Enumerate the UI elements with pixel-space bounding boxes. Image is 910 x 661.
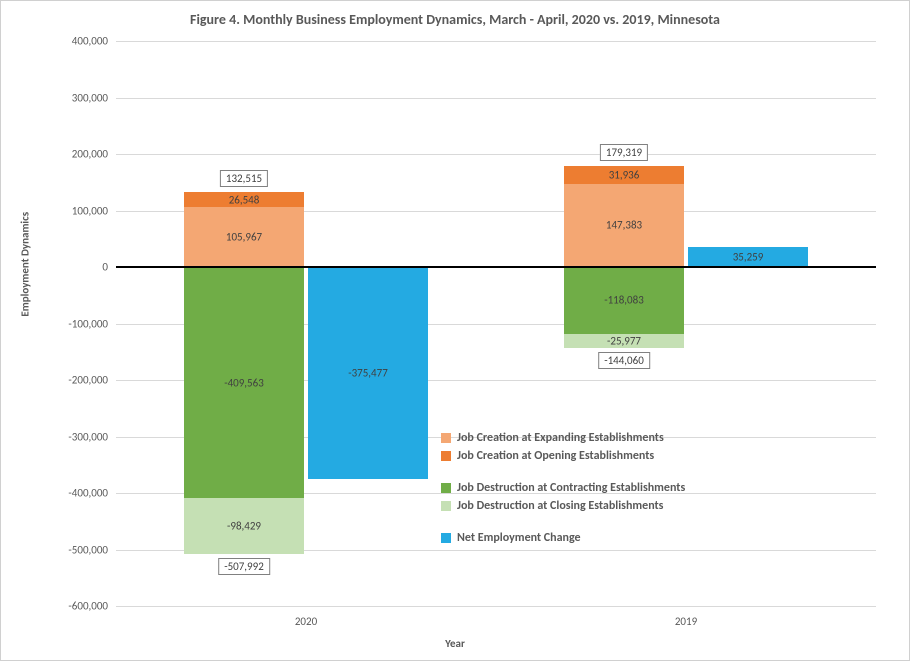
chart-container: Figure 4. Monthly Business Employment Dy…: [0, 0, 910, 661]
y-axis-title: Employment Dynamics: [19, 211, 32, 316]
gridline: [116, 41, 876, 42]
total-label-destruction: -144,060: [598, 352, 650, 369]
bar-label-closing: -25,977: [607, 335, 641, 348]
bar-label-opening: 26,548: [229, 193, 260, 206]
legend-item-opening: Job Creation at Opening Establishments: [441, 449, 664, 463]
bar-label-contracting: -118,083: [604, 294, 644, 307]
ytick-label: -500,000: [68, 543, 108, 556]
ytick-label: -200,000: [68, 374, 108, 387]
ytick-label: 300,000: [72, 91, 108, 104]
xtick-label: 2019: [675, 615, 697, 628]
legend-label: Job Creation at Opening Establishments: [457, 449, 654, 463]
legend-item-net: Net Employment Change: [441, 531, 581, 545]
legend-swatch: [441, 501, 451, 511]
ytick-label: 0: [102, 261, 108, 274]
legend-item-contracting: Job Destruction at Contracting Establish…: [441, 481, 685, 495]
legend-label: Job Destruction at Contracting Establish…: [457, 481, 685, 495]
legend-item-expanding: Job Creation at Expanding Establishments: [441, 431, 664, 445]
bar-label-net: 35,259: [733, 251, 764, 264]
chart-title: Figure 4. Monthly Business Employment Dy…: [1, 11, 909, 28]
ytick-label: -300,000: [68, 430, 108, 443]
ytick-label: 200,000: [72, 148, 108, 161]
ytick-label: 400,000: [72, 35, 108, 48]
legend-group: Net Employment Change: [441, 531, 581, 549]
total-label-destruction: -507,992: [218, 558, 270, 575]
gridline: [116, 98, 876, 99]
x-axis-title: Year: [1, 637, 909, 650]
plot-area: -600,000-500,000-400,000-300,000-200,000…: [116, 41, 876, 606]
bar-label-expanding: 147,383: [606, 219, 642, 232]
ytick-label: -600,000: [68, 600, 108, 613]
bar-label-net: -375,477: [348, 367, 388, 380]
ytick-label: 100,000: [72, 204, 108, 217]
xtick-label: 2020: [295, 615, 317, 628]
bar-label-opening: 31,936: [609, 168, 640, 181]
legend-label: Net Employment Change: [457, 531, 581, 545]
legend-item-closing: Job Destruction at Closing Establishment…: [441, 499, 685, 513]
legend-swatch: [441, 433, 451, 443]
ytick-label: -100,000: [68, 317, 108, 330]
bar-label-expanding: 105,967: [226, 231, 262, 244]
legend-swatch: [441, 483, 451, 493]
legend-swatch: [441, 451, 451, 461]
legend-group: Job Destruction at Contracting Establish…: [441, 481, 685, 517]
ytick-label: -400,000: [68, 487, 108, 500]
zero-line: [116, 266, 876, 268]
bar-label-closing: -98,429: [227, 520, 261, 533]
gridline: [116, 606, 876, 607]
gridline: [116, 154, 876, 155]
total-label-creation: 179,319: [600, 144, 648, 161]
bar-label-contracting: -409,563: [224, 376, 264, 389]
legend-label: Job Creation at Expanding Establishments: [457, 431, 664, 445]
total-label-creation: 132,515: [220, 170, 268, 187]
legend-group: Job Creation at Expanding Establishments…: [441, 431, 664, 467]
legend-label: Job Destruction at Closing Establishment…: [457, 499, 663, 513]
legend-swatch: [441, 533, 451, 543]
